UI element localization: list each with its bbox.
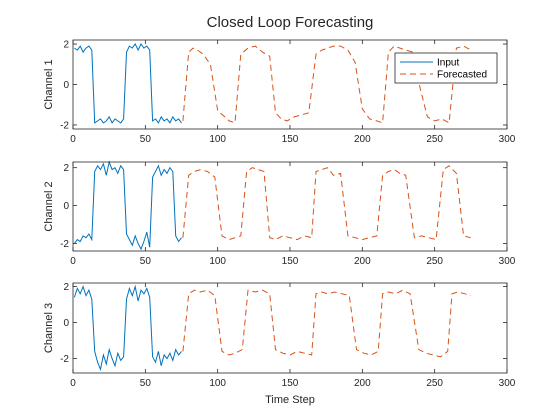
x-tick-label: 0 xyxy=(70,378,76,389)
x-tick-label: 250 xyxy=(426,134,443,145)
y-axis-title: Channel 2 xyxy=(43,181,55,231)
y-axis-title: Channel 3 xyxy=(43,303,55,353)
x-tick-label: 250 xyxy=(426,378,443,389)
y-tick-label: -2 xyxy=(60,120,69,131)
x-tick-label: 200 xyxy=(354,134,371,145)
y-axis-title: Channel 1 xyxy=(43,59,55,109)
x-tick-label: 100 xyxy=(209,134,226,145)
forecast-series-line xyxy=(182,289,471,358)
x-tick-label: 50 xyxy=(140,134,152,145)
y-tick-label: 2 xyxy=(63,163,69,174)
y-tick-label: 2 xyxy=(63,282,69,293)
y-tick-label: 0 xyxy=(63,80,69,91)
legend-forecast-label: Forecasted xyxy=(437,70,487,81)
y-tick-label: -2 xyxy=(60,354,69,365)
x-tick-label: 200 xyxy=(354,256,371,267)
x-tick-label: 150 xyxy=(282,378,299,389)
input-series-line xyxy=(73,284,182,372)
x-tick-label: 50 xyxy=(140,256,152,267)
x-tick-label: 200 xyxy=(354,378,371,389)
y-tick-label: 0 xyxy=(63,201,69,212)
x-tick-label: 100 xyxy=(209,256,226,267)
y-tick-label: 2 xyxy=(63,40,69,51)
x-tick-label: 0 xyxy=(70,256,76,267)
x-tick-label: 150 xyxy=(282,134,299,145)
x-tick-label: 0 xyxy=(70,134,76,145)
panel-channel-3: 0 50 100 150 200 250 300 -2 0 2 Channel 3 xyxy=(43,282,516,389)
x-tick-label: 300 xyxy=(499,134,516,145)
x-tick-label: 300 xyxy=(499,256,516,267)
legend-input-label: Input xyxy=(437,58,459,69)
y-tick-label: -2 xyxy=(60,239,69,250)
input-series-line xyxy=(74,160,182,251)
x-axis-title: Time Step xyxy=(265,394,315,406)
x-tick-label: 100 xyxy=(209,378,226,389)
plot-area xyxy=(73,283,507,373)
x-tick-label: 50 xyxy=(140,378,152,389)
input-series-line xyxy=(74,43,182,124)
x-tick-label: 300 xyxy=(499,378,516,389)
x-tick-label: 250 xyxy=(426,256,443,267)
figure-title: Closed Loop Forecasting xyxy=(207,14,374,31)
legend-box xyxy=(394,52,498,84)
forecast-series-line xyxy=(182,165,471,241)
y-tick-label: 0 xyxy=(63,318,69,329)
x-tick-label: 150 xyxy=(282,256,299,267)
